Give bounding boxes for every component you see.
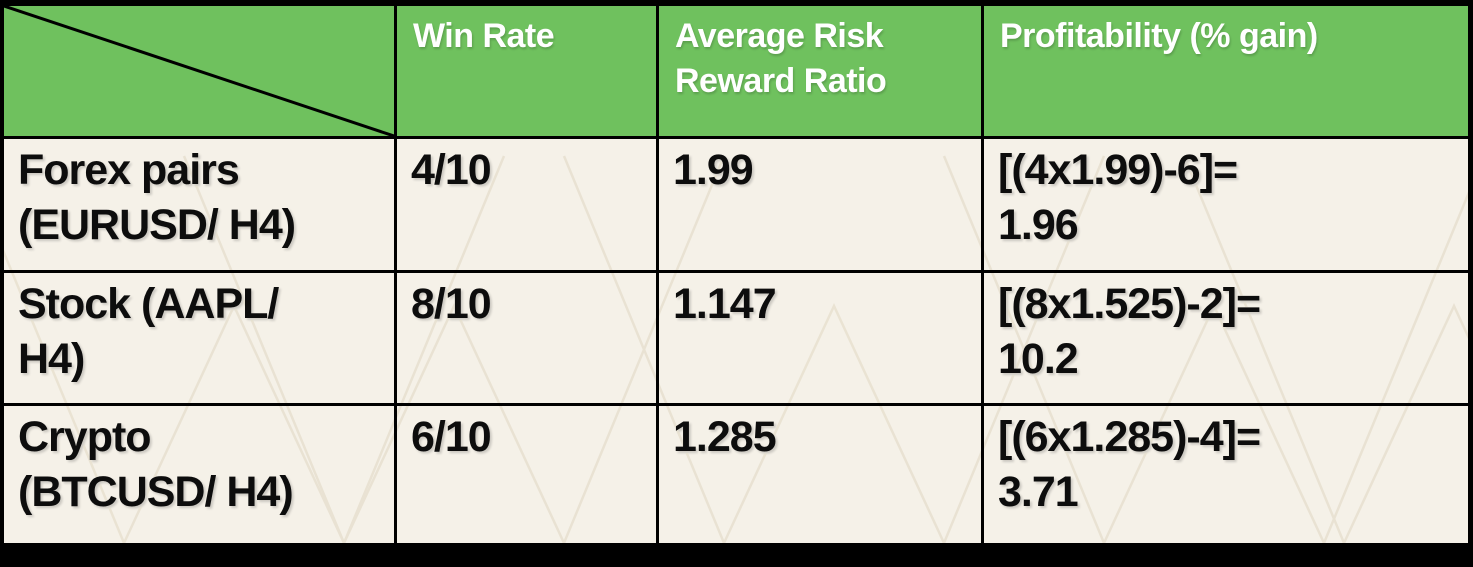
column-header-win-rate: Win Rate bbox=[397, 6, 656, 136]
cell-forex-win-rate: 4/10 bbox=[397, 139, 656, 270]
column-header-profitability: Profitability (% gain) bbox=[984, 6, 1468, 136]
cell-stock-profitability: [(8x1.525)-2]= 10.2 bbox=[984, 273, 1468, 403]
row-label-stock: Stock (AAPL/ H4) bbox=[4, 273, 394, 403]
row-label-crypto: Crypto (BTCUSD/ H4) bbox=[4, 406, 394, 543]
column-header-avg-risk-reward: Average Risk Reward Ratio bbox=[659, 6, 981, 136]
cell-forex-profitability: [(4x1.99)-6]= 1.96 bbox=[984, 139, 1468, 270]
corner-cell bbox=[4, 6, 394, 136]
cell-crypto-avg-rr: 1.285 bbox=[659, 406, 981, 543]
performance-table: Win Rate Average Risk Reward Ratio Profi… bbox=[4, 6, 1468, 543]
row-label-forex: Forex pairs (EURUSD/ H4) bbox=[4, 139, 394, 270]
diagonal-line bbox=[4, 6, 394, 136]
cell-stock-avg-rr: 1.147 bbox=[659, 273, 981, 403]
cell-stock-win-rate: 8/10 bbox=[397, 273, 656, 403]
cell-crypto-profitability: [(6x1.285)-4]= 3.71 bbox=[984, 406, 1468, 543]
cell-forex-avg-rr: 1.99 bbox=[659, 139, 981, 270]
cell-crypto-win-rate: 6/10 bbox=[397, 406, 656, 543]
